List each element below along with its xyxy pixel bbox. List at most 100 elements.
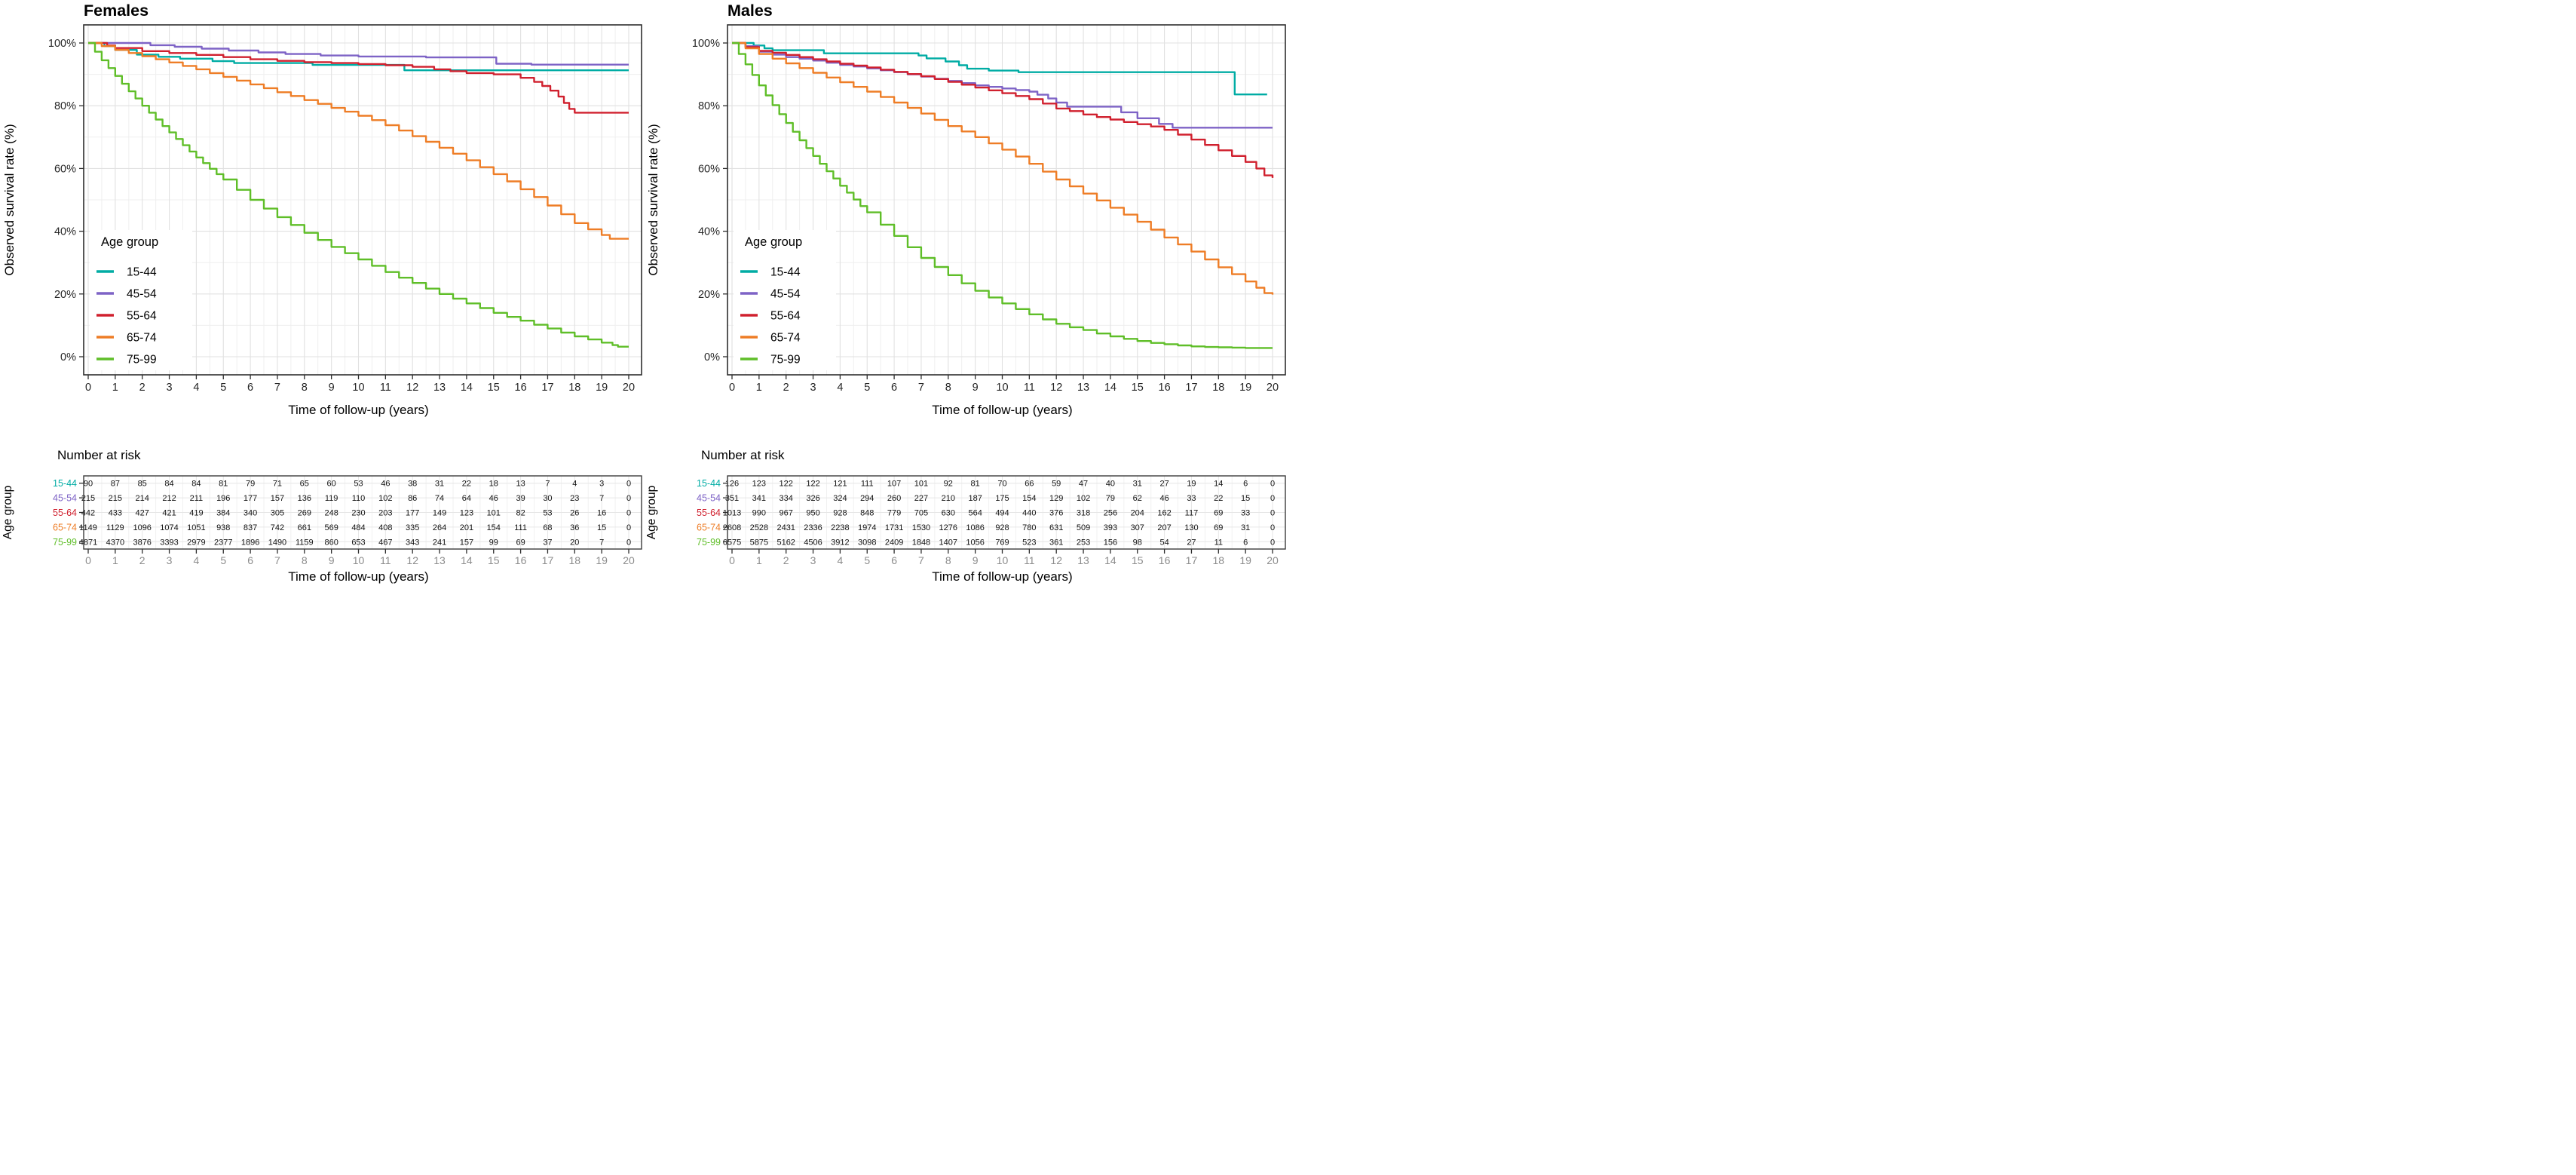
risk-value: 65 (300, 480, 309, 489)
risk-x-tick-label: 10 (997, 554, 1009, 566)
risk-x-tick-label: 18 (569, 554, 581, 566)
risk-value: 408 (378, 523, 392, 532)
risk-value: 1074 (160, 523, 178, 532)
risk-value: 653 (351, 538, 365, 547)
risk-value: 119 (325, 494, 338, 503)
risk-value: 81 (971, 480, 980, 489)
risk-value: 22 (462, 480, 471, 489)
risk-value: 2336 (804, 523, 822, 532)
risk-x-tick-label: 3 (810, 554, 816, 566)
x-tick-label: 13 (433, 382, 446, 394)
risk-value: 110 (352, 494, 366, 503)
risk-row-label-55-64: 55-64 (697, 508, 721, 518)
risk-value: 433 (109, 509, 122, 518)
risk-value: 2608 (723, 523, 741, 532)
x-tick-label: 7 (274, 382, 280, 394)
y-tick-label: 40% (54, 226, 76, 238)
x-tick-label: 5 (220, 382, 226, 394)
risk-value: 2409 (885, 538, 903, 547)
y-tick-label: 80% (54, 100, 76, 112)
risk-value: 79 (246, 480, 255, 489)
risk-value: 1896 (241, 538, 259, 547)
risk-x-tick-label: 17 (1186, 554, 1198, 566)
x-tick-label: 15 (1132, 382, 1144, 394)
x-tick-label: 6 (247, 382, 253, 394)
risk-value: 5162 (776, 538, 795, 547)
y-tick-label: 40% (698, 226, 720, 238)
risk-value: 14 (1214, 480, 1223, 489)
risk-value: 126 (725, 480, 739, 489)
risk-x-tick-label: 0 (729, 554, 735, 566)
x-tick-label: 11 (1024, 382, 1035, 394)
risk-value: 253 (1077, 538, 1090, 547)
y-tick-label: 80% (698, 100, 720, 112)
risk-value: 1848 (912, 538, 930, 547)
risk-value: 848 (860, 509, 874, 518)
risk-value: 207 (1157, 523, 1171, 532)
risk-value: 1276 (939, 523, 957, 532)
risk-value: 256 (1104, 509, 1117, 518)
risk-value: 1407 (939, 538, 957, 547)
risk-value: 0 (1270, 480, 1275, 489)
risk-value: 393 (1104, 523, 1117, 532)
risk-value: 384 (216, 509, 230, 518)
survival-curve-65-74 (732, 41, 1274, 295)
risk-value: 227 (914, 494, 928, 503)
risk-value: 6 (1243, 538, 1248, 547)
risk-x-tick-label: 16 (1159, 554, 1171, 566)
risk-value: 5875 (750, 538, 768, 547)
risk-value: 71 (273, 480, 282, 489)
risk-value: 177 (406, 509, 419, 518)
risk-value: 33 (1241, 509, 1250, 518)
survival-chart-males: Age group15-4445-5455-6465-7475-99100%80… (646, 2, 1286, 417)
risk-value: 162 (1157, 509, 1171, 518)
risk-x-tick-label: 14 (461, 554, 473, 566)
risk-x-tick-label: 0 (85, 554, 91, 566)
risk-table-title: Number at risk (701, 448, 785, 462)
legend-label-65-74: 65-74 (770, 332, 801, 345)
risk-value: 523 (1022, 538, 1036, 547)
risk-value: 1051 (187, 523, 205, 532)
risk-value: 2979 (187, 538, 205, 547)
risk-value: 0 (1270, 538, 1275, 547)
risk-value: 215 (81, 494, 95, 503)
risk-value: 7 (599, 494, 604, 503)
risk-x-tick-label: 8 (302, 554, 308, 566)
risk-value: 3393 (160, 538, 178, 547)
risk-value: 705 (914, 509, 928, 518)
risk-value: 421 (162, 509, 176, 518)
risk-value: 0 (1270, 509, 1275, 518)
risk-value: 7 (599, 538, 604, 547)
risk-value: 230 (351, 509, 365, 518)
risk-value: 967 (780, 509, 793, 518)
x-tick-label: 20 (623, 382, 635, 394)
risk-value: 38 (408, 480, 417, 489)
risk-value: 69 (1214, 509, 1223, 518)
risk-value: 494 (995, 509, 1009, 518)
risk-value: 203 (378, 509, 392, 518)
legend-label-75-99: 75-99 (770, 354, 801, 367)
risk-value: 334 (780, 494, 793, 503)
risk-value: 0 (1270, 523, 1275, 532)
risk-value: 1731 (885, 523, 903, 532)
risk-x-tick-label: 12 (406, 554, 418, 566)
risk-x-tick-label: 15 (1132, 554, 1144, 566)
risk-value: 86 (408, 494, 417, 503)
risk-value: 0 (626, 480, 631, 489)
risk-x-tick-label: 16 (515, 554, 527, 566)
risk-value: 343 (406, 538, 419, 547)
risk-value: 111 (514, 523, 527, 532)
risk-value: 40 (1106, 480, 1115, 489)
risk-value: 26 (570, 509, 579, 518)
risk-value: 837 (244, 523, 257, 532)
x-tick-label: 6 (891, 382, 897, 394)
risk-x-tick-label: 1 (756, 554, 762, 566)
risk-value: 7 (545, 480, 550, 489)
risk-value: 376 (1049, 509, 1063, 518)
risk-x-tick-label: 7 (274, 554, 280, 566)
risk-x-tick-label: 2 (139, 554, 145, 566)
risk-value: 1013 (723, 509, 741, 518)
risk-value: 85 (138, 480, 147, 489)
risk-value: 326 (806, 494, 819, 503)
